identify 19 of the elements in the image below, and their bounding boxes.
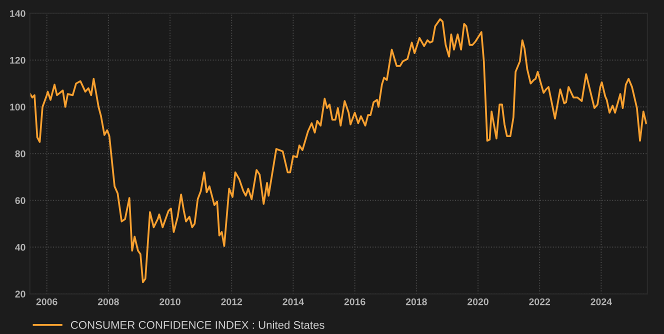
y-tick-label: 120 bbox=[10, 56, 26, 64]
x-tick-label: 2018 bbox=[406, 298, 427, 306]
y-tick-label: 80 bbox=[15, 150, 26, 158]
legend-label: CONSUMER CONFIDENCE INDEX : United States bbox=[70, 320, 324, 329]
y-tick-label: 60 bbox=[15, 197, 26, 204]
y-tick-label: 20 bbox=[15, 290, 26, 298]
x-tick-label: 2006 bbox=[36, 298, 58, 306]
x-tick-label: 2008 bbox=[98, 298, 119, 306]
y-tick-label: 100 bbox=[10, 104, 26, 110]
x-tick-label: 2024 bbox=[590, 298, 612, 306]
y-tick-label: 40 bbox=[15, 244, 26, 251]
x-tick-label: 2016 bbox=[344, 298, 366, 306]
line-series bbox=[30, 18, 648, 284]
x-tick-label: 2020 bbox=[468, 298, 488, 306]
x-tick-label: 2010 bbox=[160, 298, 180, 306]
x-tick-label: 2014 bbox=[282, 298, 304, 306]
y-tick-label: 140 bbox=[10, 10, 26, 17]
x-tick-label: 2022 bbox=[529, 298, 550, 306]
x-tick-label: 2012 bbox=[221, 298, 242, 306]
